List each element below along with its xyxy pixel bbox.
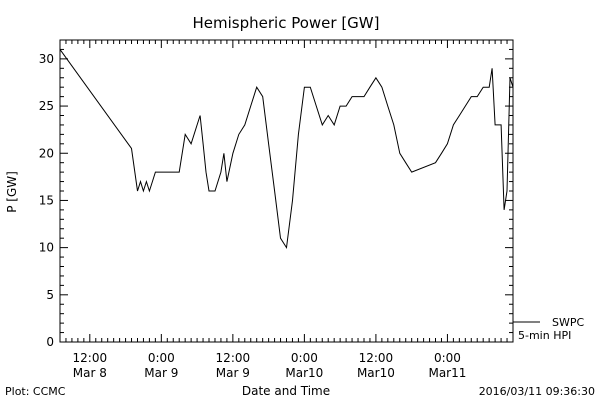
- x-tick-date-label: Mar11: [428, 366, 466, 380]
- legend-label-line1: SWPC: [552, 316, 584, 329]
- y-axis-label: P [GW]: [5, 171, 19, 213]
- legend-label-line2: 5-min HPI: [518, 329, 571, 342]
- y-tick-label: 5: [46, 288, 54, 302]
- x-tick-time-label: 0:00: [434, 351, 461, 365]
- x-tick-date-label: Mar10: [285, 366, 323, 380]
- y-axis-ticks: 0 5 10 15 20 25 30: [39, 39, 513, 349]
- x-tick-date-label: Mar 9: [144, 366, 178, 380]
- y-tick-label: 10: [39, 241, 54, 255]
- y-tick-label: 30: [39, 52, 54, 66]
- x-tick-time-label: 0:00: [291, 351, 318, 365]
- x-tick-time-label: 12:00: [359, 351, 394, 365]
- x-tick-date-label: Mar10: [357, 366, 395, 380]
- chart-title: Hemispheric Power [GW]: [193, 14, 380, 32]
- x-tick-date-label: Mar 8: [73, 366, 107, 380]
- y-tick-label: 0: [46, 335, 54, 349]
- x-tick-time-label: 12:00: [216, 351, 251, 365]
- y-tick-label: 15: [39, 193, 54, 207]
- x-tick-date-label: Mar 9: [216, 366, 250, 380]
- series-line-hpi: [59, 49, 514, 250]
- y-tick-label: 25: [39, 99, 54, 113]
- series-layer: [59, 49, 514, 250]
- plot-frame: [59, 39, 514, 343]
- footer-timestamp: 2016/03/11 09:36:30: [479, 385, 595, 398]
- x-tick-time-label: 12:00: [73, 351, 108, 365]
- x-tick-time-label: 0:00: [148, 351, 175, 365]
- y-tick-label: 20: [39, 146, 54, 160]
- footer-plot-credit: Plot: CCMC: [5, 385, 66, 398]
- x-axis-label: Date and Time: [242, 384, 330, 398]
